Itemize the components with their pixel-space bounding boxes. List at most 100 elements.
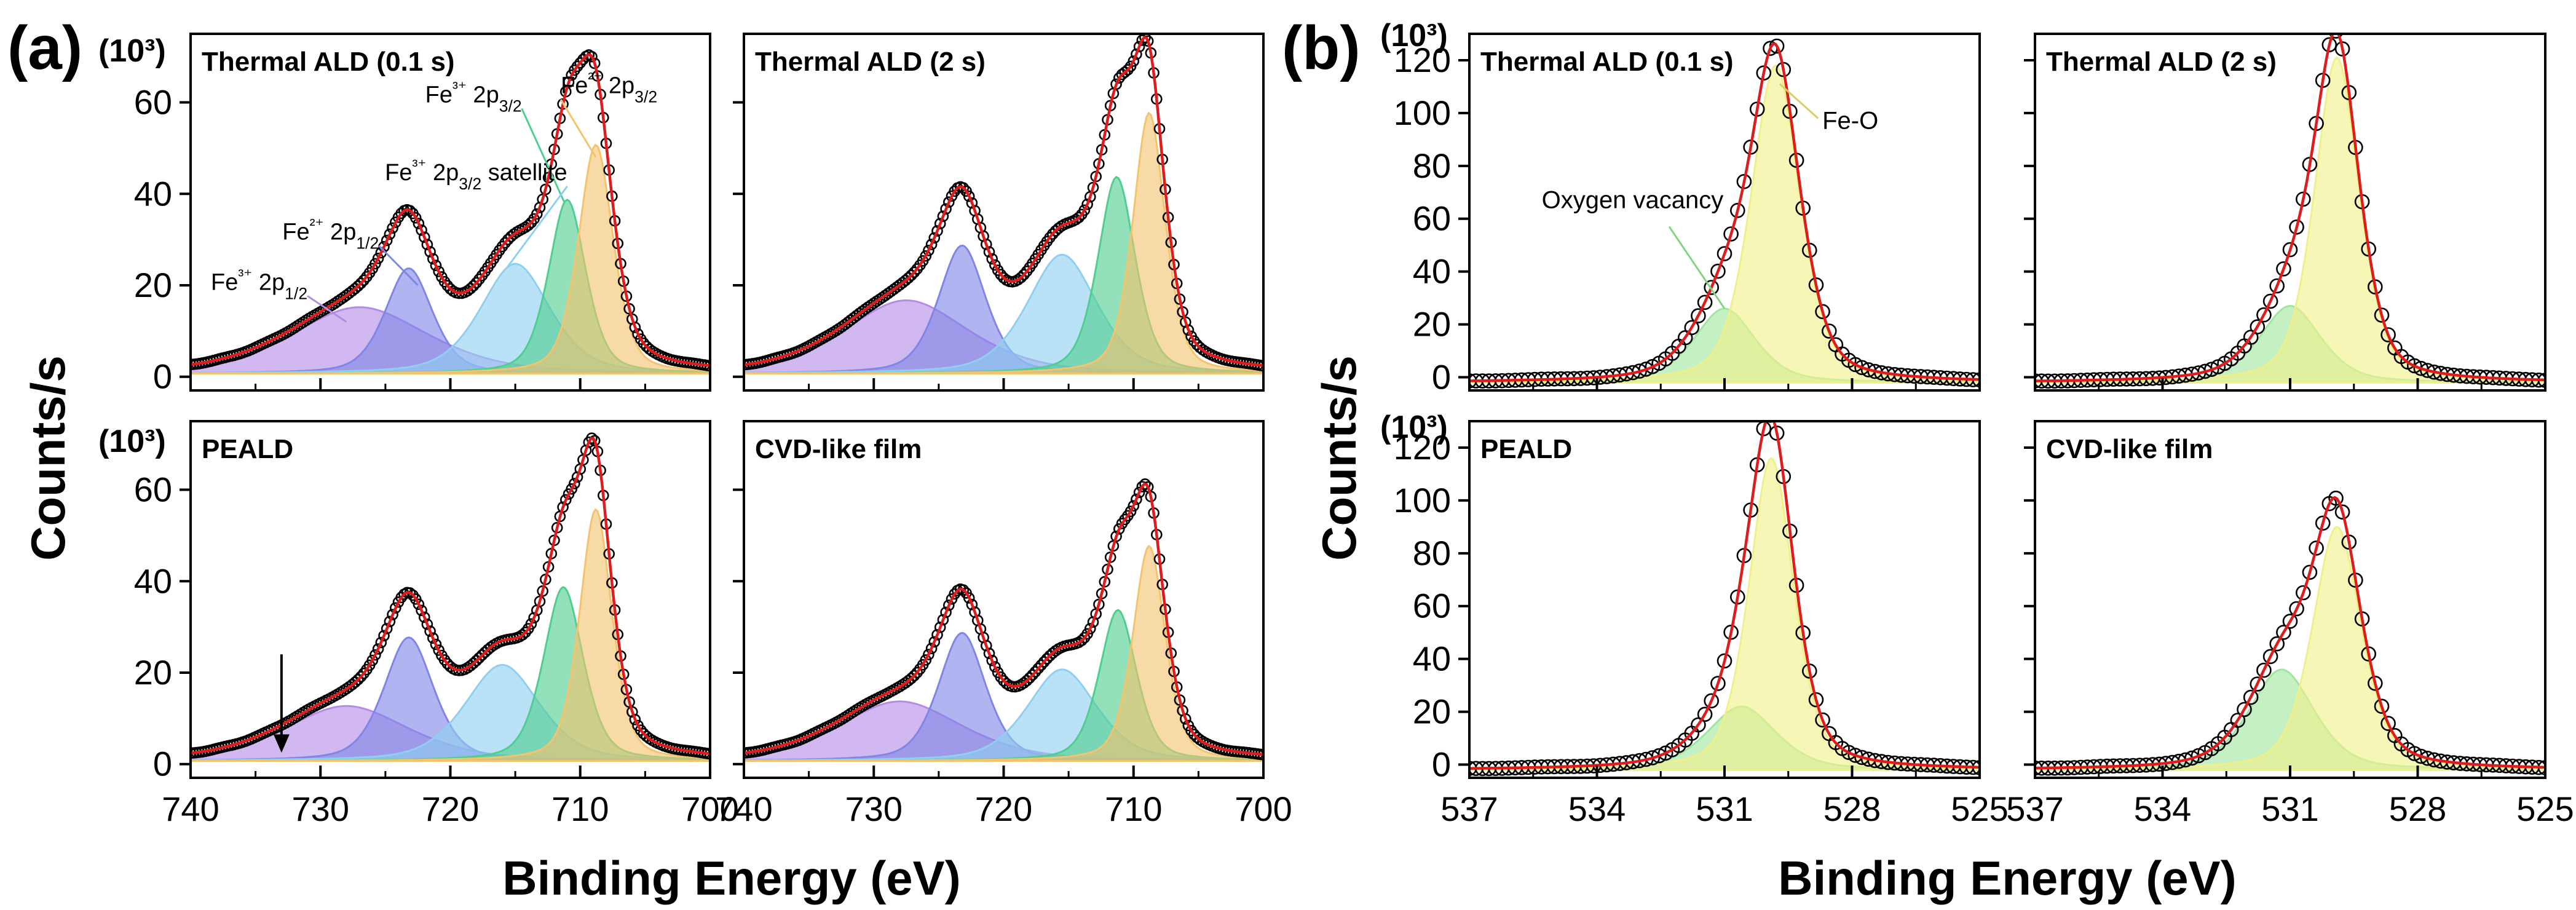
multiplier-a-bottom: (10³)	[98, 424, 166, 459]
data-point	[1053, 222, 1064, 234]
component-fe-2p3-2	[191, 143, 710, 374]
data-point	[418, 611, 430, 623]
component-fe-2p3-2	[744, 111, 1263, 374]
data-point	[2250, 676, 2266, 692]
data-point	[963, 190, 975, 202]
data-point	[920, 250, 932, 262]
y-tick-label: 120	[1394, 41, 1451, 79]
y-tick-label: 0	[1432, 358, 1451, 397]
data-point	[1110, 78, 1122, 90]
y-tick-label: 20	[1413, 692, 1451, 731]
data-point	[1723, 226, 1739, 242]
subplot-title: Thermal ALD (0.1 s)	[1480, 47, 1734, 77]
data-point	[2315, 515, 2331, 531]
data-point	[1122, 64, 1134, 76]
data-point	[2289, 601, 2304, 617]
data-point	[1073, 212, 1085, 224]
data-point	[937, 614, 949, 626]
data-point	[569, 478, 580, 489]
data-point	[2276, 261, 2291, 277]
data-point	[1822, 323, 1837, 339]
subplot-title: PEALD	[202, 434, 293, 464]
data-point	[983, 647, 995, 659]
data-point	[1730, 202, 1745, 218]
data-point	[2321, 37, 2337, 53]
data-point	[2178, 752, 2193, 768]
y-tick-label: 100	[1394, 481, 1451, 520]
data-point	[1119, 66, 1131, 78]
data-point	[1133, 41, 1145, 53]
data-point	[369, 649, 381, 661]
data-point	[1717, 246, 1732, 261]
data-point	[986, 253, 998, 265]
data-point	[484, 641, 497, 653]
data-point	[2380, 327, 2396, 342]
annotation-fe-2p3-2: Fe²⁺ 2p3/2	[561, 69, 657, 106]
data-point	[629, 322, 641, 333]
subplot-title: Thermal ALD (0.1 s)	[202, 47, 455, 77]
data-point	[1044, 232, 1056, 243]
annotation-fe-2p1-2: Fe³⁺ 2p1/2	[211, 266, 307, 303]
data-point	[1710, 263, 1726, 279]
data-point	[1815, 712, 1830, 728]
x-tick-label: 534	[1568, 789, 1626, 828]
y-axis-title-a: Counts/s	[21, 355, 75, 561]
data-point	[923, 245, 934, 256]
data-point	[2256, 662, 2272, 678]
subplot-title: CVD-like film	[755, 434, 922, 464]
data-point	[2309, 540, 2324, 556]
data-point	[1638, 362, 1654, 377]
data-point	[2276, 625, 2291, 640]
data-point	[1015, 272, 1027, 283]
y-tick-label: 40	[1413, 639, 1451, 678]
data-point	[2262, 293, 2278, 309]
plot-area	[2035, 490, 2545, 776]
y-tick-label: 20	[134, 653, 172, 692]
subplot-thermal-ald-0-1s-o1s: 0 20 40 60 80 100 120 Thermal ALD (0.1 s) Fe-O Ox…	[1394, 33, 1981, 397]
y-tick-label: 80	[1413, 146, 1451, 185]
x-tick-label: 740	[162, 789, 219, 828]
data-point	[2328, 490, 2344, 506]
data-point	[424, 625, 436, 637]
annotation-leader	[1668, 226, 1726, 309]
subplot-peald-fe2p: 740 730 720 710 700 0 20 40 60 PEALD	[134, 420, 739, 828]
data-point	[2368, 676, 2383, 691]
data-point	[1029, 666, 1041, 678]
data-point	[1717, 653, 1732, 669]
y-tick-label: 20	[134, 266, 172, 304]
data-point	[2204, 362, 2219, 378]
x-tick-label: 531	[1696, 789, 1753, 828]
data-point	[925, 239, 938, 250]
multiplier-b-top: (10³)	[1380, 18, 1448, 53]
data-point	[908, 266, 920, 279]
data-point	[571, 60, 583, 73]
data-point	[430, 638, 442, 651]
plot-area	[1469, 38, 1980, 389]
data-point	[2289, 219, 2304, 235]
y-tick-label: 60	[1413, 587, 1451, 625]
y-tick-label: 0	[153, 745, 172, 783]
data-point	[559, 494, 572, 506]
data-point	[1815, 304, 1830, 320]
data-point	[1710, 676, 1726, 691]
data-point	[1078, 204, 1091, 216]
plot-area	[744, 34, 1263, 374]
data-point	[1697, 295, 1713, 311]
data-point	[1024, 672, 1036, 684]
data-point	[1076, 635, 1088, 646]
data-point	[2406, 358, 2422, 374]
data-point	[528, 612, 540, 624]
data-point	[940, 606, 952, 619]
data-point	[1684, 320, 1700, 336]
data-point	[416, 604, 427, 617]
subplot-title: Thermal ALD (2 s)	[755, 47, 986, 77]
y-tick-label: 40	[134, 561, 172, 600]
data-point	[1085, 623, 1096, 635]
data-point	[934, 218, 946, 230]
data-point	[563, 76, 575, 88]
plot-area	[2035, 34, 2545, 389]
data-point	[1847, 357, 1863, 373]
data-point	[2250, 319, 2266, 334]
y-tick-label: 0	[1432, 745, 1451, 784]
